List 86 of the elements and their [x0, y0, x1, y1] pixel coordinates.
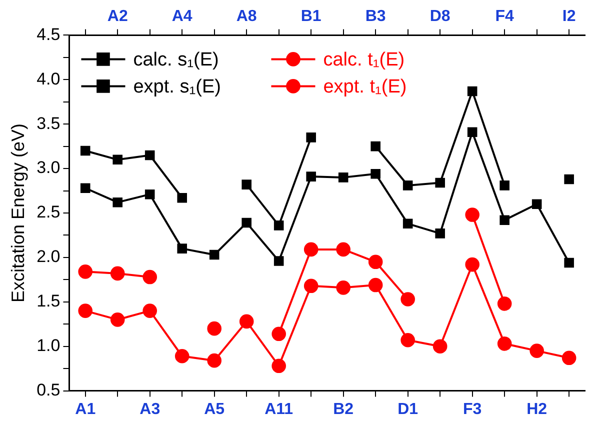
legend-label: calc. s₁(E): [133, 49, 219, 70]
point: [242, 218, 252, 228]
point: [338, 172, 348, 182]
point: [274, 220, 284, 230]
y-tick-label: 4.5: [36, 24, 60, 44]
point: [336, 280, 350, 295]
point: [465, 208, 480, 222]
point: [177, 192, 187, 203]
y-tick-label: 3.5: [36, 114, 60, 133]
x-tick-label: A8: [236, 8, 257, 26]
point: [336, 242, 350, 257]
point: [144, 189, 155, 200]
x-tick-label: H2: [526, 400, 548, 418]
x-tick-label: B1: [300, 8, 322, 26]
point: [564, 258, 574, 268]
y-tick-label: 2.5: [36, 202, 60, 222]
y-tick-label: 4.0: [36, 69, 60, 88]
point: [306, 172, 316, 182]
x-tick-label: A5: [204, 400, 225, 418]
x-tick-label: D8: [430, 8, 450, 26]
legend-label: calc. t₁(E): [323, 49, 405, 70]
point: [435, 178, 445, 188]
point: [500, 180, 510, 190]
x-tick-label: B3: [365, 8, 386, 26]
point: [432, 339, 448, 354]
legend-label: expt. t₁(E): [323, 76, 407, 98]
point: [142, 270, 158, 284]
point: [174, 348, 190, 364]
point: [532, 199, 542, 210]
point: [370, 168, 380, 179]
point: [144, 150, 155, 160]
point: [400, 332, 415, 348]
legend-label: expt. s₁(E): [133, 76, 221, 98]
point: [402, 218, 413, 229]
point: [112, 197, 122, 208]
x-tick-label: A3: [140, 400, 160, 418]
point: [274, 256, 284, 266]
x-tick-label: A2: [107, 8, 128, 26]
y-tick-label: 0.5: [36, 380, 60, 400]
point: [78, 304, 93, 318]
point: [112, 154, 122, 165]
point: [435, 228, 445, 238]
point: [497, 296, 512, 311]
point: [110, 266, 125, 281]
y-tick-label: 2.0: [36, 247, 60, 266]
point: [80, 146, 90, 156]
y-tick-label: 3.0: [36, 158, 60, 178]
point: [272, 358, 286, 374]
point: [207, 353, 222, 368]
point: [304, 242, 318, 257]
point: [304, 278, 318, 294]
x-tick-label: D1: [398, 400, 418, 418]
point: [368, 278, 383, 292]
point: [497, 336, 512, 351]
point: [242, 180, 252, 190]
point: [465, 257, 480, 272]
y-axis-title: Excitation Energy (eV): [8, 123, 28, 303]
x-tick-label: A4: [172, 8, 192, 26]
point: [530, 344, 544, 358]
point: [207, 321, 222, 336]
point: [142, 304, 158, 318]
point: [80, 183, 90, 193]
x-tick-label: A11: [264, 400, 294, 418]
point: [564, 174, 574, 184]
point: [272, 326, 286, 342]
point: [402, 180, 413, 190]
point: [177, 244, 187, 254]
y-tick-label: 1.0: [36, 336, 60, 356]
x-tick-label: A1: [75, 400, 96, 418]
point: [306, 132, 316, 142]
point: [500, 215, 510, 226]
point: [562, 350, 576, 366]
point: [239, 314, 254, 329]
point: [78, 264, 93, 279]
point: [209, 250, 220, 260]
point: [368, 254, 383, 270]
x-tick-label: I2: [562, 8, 576, 26]
x-tick-label: B2: [333, 400, 354, 418]
point: [467, 127, 478, 137]
point: [400, 292, 415, 306]
point: [110, 312, 125, 327]
x-tick-label: F4: [495, 8, 514, 26]
y-tick-label: 1.5: [36, 292, 60, 311]
x-tick-label: F3: [462, 400, 482, 418]
point: [467, 86, 478, 96]
point: [370, 141, 380, 152]
